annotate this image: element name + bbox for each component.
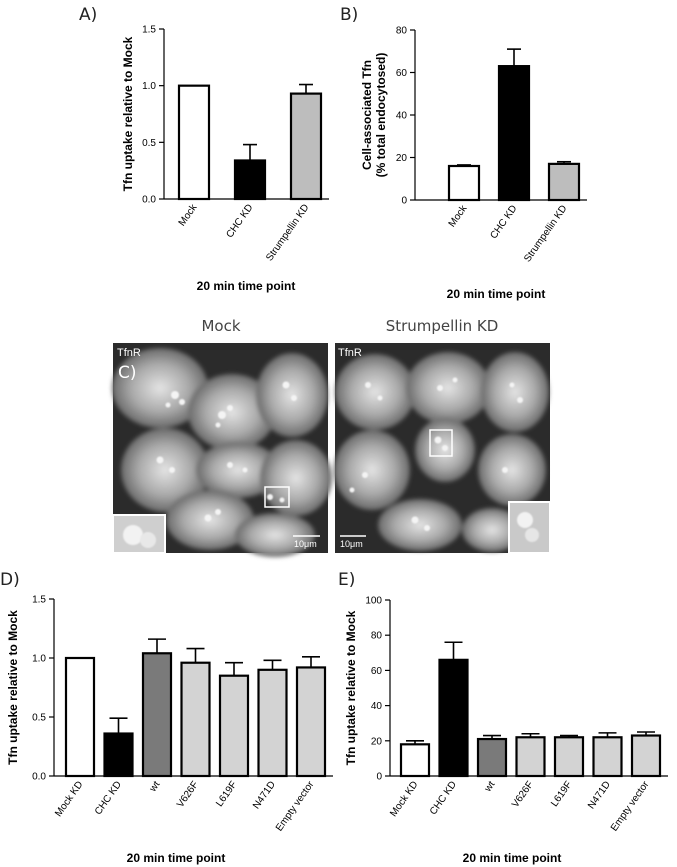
x-tick-label: Empty vector	[274, 779, 317, 834]
chart-e: 0 20 40 60 80 100 Mock KD CHC KD wt V626F L619F N47…	[344, 596, 668, 865]
y-tick-label: 0	[401, 196, 407, 207]
bar	[64, 656, 96, 778]
scale-bar-label-strumpellin: 10μm	[340, 539, 363, 549]
scale-bar-label-mock: 10μm	[294, 539, 317, 549]
x-tick-label: Mock KD	[53, 779, 85, 819]
y-tick-label: 0.5	[32, 713, 46, 724]
panel-label-a: A)	[79, 5, 97, 25]
bar	[257, 668, 288, 778]
chart-b: 0 20 40 60 80 Mock CHC KD Strumpellin KD Cell-as…	[360, 26, 587, 301]
bar	[438, 658, 469, 778]
y-tick-label: 0.5	[142, 138, 156, 149]
bar	[141, 652, 173, 778]
x-tick-label: L619F	[549, 779, 574, 809]
bar	[447, 164, 481, 202]
y-axis-label: Cell-associated Tfn	[360, 60, 374, 170]
bar	[497, 65, 531, 202]
panel-label-e: E)	[338, 570, 355, 590]
y-tick-label: 40	[396, 111, 408, 122]
x-tick-label: CHC KD	[93, 779, 124, 817]
x-tick-label: Strumpellin KD	[264, 202, 311, 263]
y-tick-label: 100	[365, 596, 382, 607]
micrograph-strumpellin: TfnR 10μm	[334, 343, 551, 554]
bar	[630, 734, 662, 778]
x-axis-title: 20 min time point	[463, 851, 562, 865]
x-tick-label: CHC KD	[428, 779, 459, 817]
micrograph-title-mock: Mock	[201, 317, 240, 335]
y-tick-label: 60	[371, 666, 383, 677]
y-tick-label: 80	[371, 631, 383, 642]
x-tick-label: Mock KD	[388, 779, 420, 819]
y-tick-label: 80	[396, 26, 408, 37]
chart-d: 0.0 0.5 1.0 1.5 Mock KD CHC KD wt V626F L619F N47…	[6, 595, 333, 865]
y-tick-label: 1.0	[142, 81, 156, 92]
y-tick-label: 20	[396, 153, 408, 164]
micrograph-mock: TfnR C) 10μm	[112, 343, 332, 557]
channel-label-strumpellin: TfnR	[338, 347, 362, 359]
y-tick-label: 0	[376, 772, 382, 783]
x-tick-label: wt	[482, 779, 497, 795]
bar	[592, 736, 623, 778]
x-tick-label: Mock	[177, 202, 200, 229]
y-tick-label: 40	[371, 701, 383, 712]
channel-label-mock: TfnR	[117, 347, 141, 359]
y-tick-label: 1.5	[32, 595, 46, 606]
bar	[295, 666, 327, 778]
panel-label-d: D)	[0, 570, 20, 590]
x-axis-title: 20 min time point	[447, 287, 546, 301]
bar	[103, 732, 134, 778]
bar	[399, 743, 431, 778]
micrograph-title-strumpellin: Strumpellin KD	[386, 317, 499, 335]
x-tick-label: N471D	[251, 779, 278, 811]
x-tick-label: L619F	[214, 779, 239, 809]
panel-label-c: C)	[118, 363, 137, 383]
chart-a: 0.0 0.5 1.0 1.5 Mock CHC KD Strumpellin KD Tfn …	[121, 25, 329, 293]
bar	[289, 92, 323, 201]
y-tick-label: 1.0	[32, 654, 46, 665]
x-tick-label: CHC KD	[488, 203, 519, 241]
y-tick-label: 20	[371, 736, 383, 747]
y-tick-label: 0.0	[142, 195, 156, 206]
bar	[233, 159, 267, 201]
y-axis-label: Tfn uptake relative to Mock	[121, 36, 135, 191]
bar	[547, 162, 581, 202]
y-axis-label-sub: (% total endocytosed)	[374, 53, 388, 178]
bar	[177, 84, 211, 201]
x-tick-label: N471D	[586, 779, 613, 811]
y-axis-label: Tfn uptake relative to Mock	[344, 610, 358, 765]
x-tick-label: wt	[147, 779, 162, 795]
x-tick-label: Strumpellin KD	[522, 203, 569, 264]
x-axis-title: 20 min time point	[127, 851, 226, 865]
panel-label-b: B)	[340, 5, 358, 25]
y-tick-label: 60	[396, 68, 408, 79]
x-tick-label: Mock	[447, 203, 470, 230]
y-axis-label: Tfn uptake relative to Mock	[6, 610, 20, 765]
y-tick-label: 0.0	[32, 772, 46, 783]
x-axis-title: 20 min time point	[197, 279, 296, 293]
x-tick-label: V626F	[175, 779, 201, 809]
x-tick-label: Empty vector	[609, 779, 652, 834]
bar	[515, 736, 546, 778]
bar	[476, 737, 508, 778]
bar	[180, 661, 211, 778]
x-tick-label: V626F	[510, 779, 536, 809]
y-tick-label: 1.5	[142, 25, 156, 36]
bar	[553, 736, 585, 778]
bar	[218, 674, 250, 778]
x-tick-label: CHC KD	[224, 202, 255, 240]
